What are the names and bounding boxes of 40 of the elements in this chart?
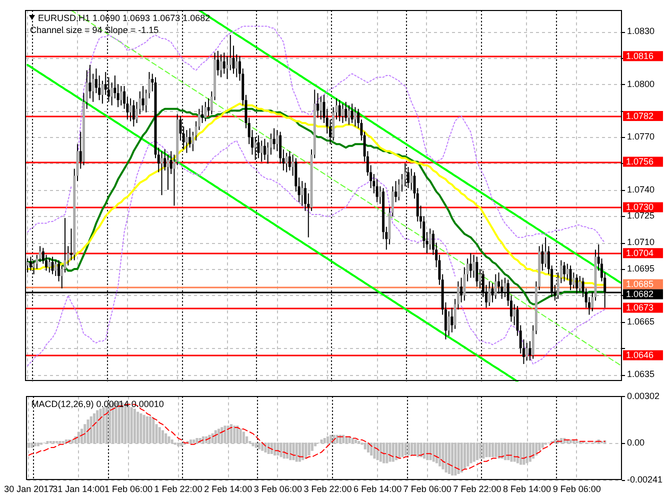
y-tick-label: 1.0665: [627, 316, 655, 326]
x-tick-label: 1 Feb 22:00: [154, 484, 202, 494]
x-tick-label: 3 Feb 06:00: [254, 484, 302, 494]
x-tick-label: 3 Feb 22:00: [304, 484, 352, 494]
x-tick-label: 1 Feb 06:00: [104, 484, 152, 494]
ref-line-label: 1.0730: [626, 202, 654, 212]
y-tick-label: 1.0830: [627, 26, 655, 36]
bar: [102, 407, 105, 444]
ref-line-label: 1.0782: [626, 110, 654, 121]
ref-line-label: 1.0682: [626, 289, 654, 300]
ref-line-label: 1.0673: [626, 302, 654, 313]
text: Channel size = 94 Slope = -1.15: [30, 24, 159, 35]
y-tick-label: 0.00: [627, 437, 645, 448]
y-tick-label: -0.00241: [627, 474, 663, 484]
x-tick-label: 30 Jan 2017: [4, 484, 54, 494]
ref-line-label: 1.0756: [626, 156, 654, 167]
y-tick-label: 1.0710: [627, 237, 655, 248]
bar: [192, 439, 196, 444]
y-tick-label: 1.0725: [627, 210, 655, 221]
y-tick-label: 0.00302: [627, 390, 660, 401]
x-tick-label: 7 Feb 06:00: [403, 484, 452, 494]
ref-line-label: 1.0685: [626, 279, 654, 290]
candlestick: [70, 228, 72, 260]
x-tick-label: 7 Feb 22:00: [453, 484, 502, 494]
y-tick-label: 1.0740: [627, 184, 655, 194]
x-tick-label: 2 Feb 14:00: [204, 484, 252, 494]
ref-line-label: 1.0816: [626, 51, 654, 62]
x-tick-label: 9 Feb 06:00: [552, 484, 601, 494]
chart-title: EURUSD,H1 1.0690 1.0693 1.0673 1.0682: [38, 12, 210, 23]
ref-line-label: 1.0704: [626, 248, 654, 258]
x-tick-label: 6 Feb 14:00: [354, 484, 402, 494]
x-tick-label: 31 Jan 14:00: [52, 484, 105, 494]
y-tick-label: 1.0770: [627, 132, 655, 142]
x-tick-label: 8 Feb 14:00: [503, 484, 552, 494]
ref-line-label: 1.0646: [626, 350, 654, 360]
y-tick-label: 1.0695: [627, 263, 655, 274]
y-tick-label: 1.0800: [627, 78, 655, 89]
bar: [354, 439, 358, 444]
chart-title: MACD(12,26,9) 0.00014 0.00010: [31, 398, 164, 409]
y-tick-label: 1.0635: [627, 369, 655, 380]
